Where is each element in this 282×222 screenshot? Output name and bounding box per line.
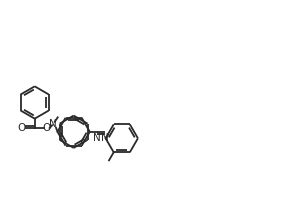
Text: O: O <box>18 123 26 133</box>
Text: N: N <box>49 119 57 129</box>
Text: O: O <box>43 123 51 133</box>
Text: N: N <box>93 133 101 143</box>
Text: N: N <box>102 133 109 143</box>
